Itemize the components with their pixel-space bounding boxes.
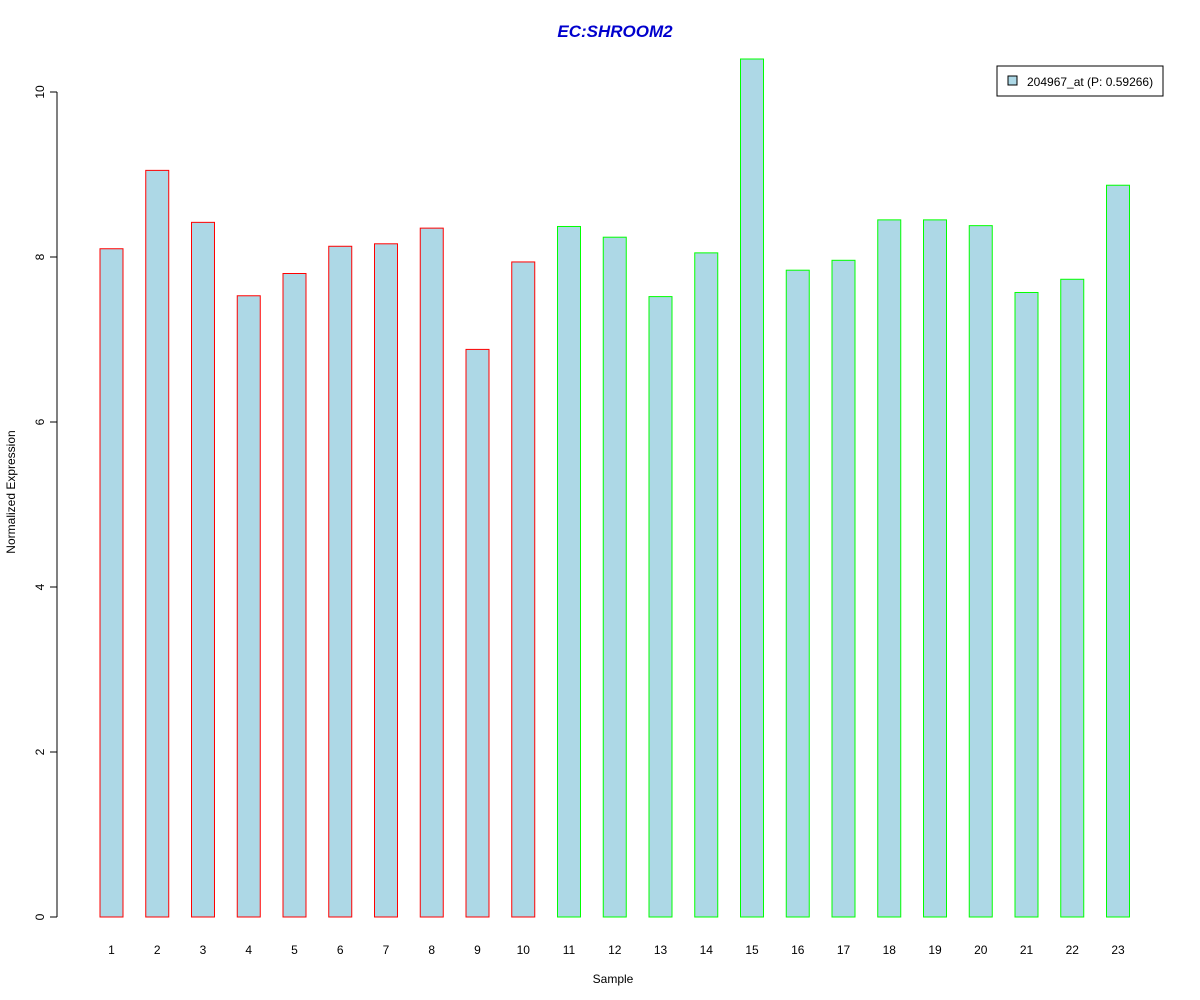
x-tick-label: 13 — [654, 943, 668, 957]
x-tick-label: 15 — [745, 943, 759, 957]
bar-sample-19 — [923, 219, 947, 918]
x-tick-label: 10 — [517, 943, 531, 957]
x-tick-label: 4 — [245, 943, 252, 957]
x-tick-label: 9 — [474, 943, 481, 957]
bar-sample-15 — [740, 58, 764, 918]
legend-swatch — [1007, 75, 1018, 86]
x-tick-label: 20 — [974, 943, 988, 957]
bar-sample-3 — [191, 221, 215, 918]
y-tick-label: 0 — [33, 913, 47, 920]
bar-sample-5 — [282, 273, 307, 918]
y-tick-label: 6 — [33, 418, 47, 425]
x-tick-labels: 1 2 3 4 5 6 7 8 9 10 11 12 13 14 15 16 17 18 19 20 21 22 23 — [108, 943, 1125, 957]
y-tick-label: 8 — [33, 253, 47, 260]
bar-sample-16 — [785, 269, 810, 918]
bar-sample-9 — [465, 348, 490, 918]
bar-sample-10 — [511, 261, 536, 918]
x-tick-label: 7 — [383, 943, 390, 957]
x-tick-label: 8 — [428, 943, 435, 957]
y-axis: 0 2 4 6 8 10 — [33, 85, 58, 920]
x-tick-label: 16 — [791, 943, 805, 957]
x-tick-label: 14 — [700, 943, 714, 957]
bar-sample-14 — [694, 252, 719, 918]
x-tick-label: 3 — [200, 943, 207, 957]
x-tick-label: 21 — [1020, 943, 1034, 957]
legend-label: 204967_at (P: 0.59266) — [1027, 75, 1153, 89]
y-tick-label: 2 — [33, 748, 47, 755]
bar-sample-12 — [602, 236, 627, 918]
bar-sample-21 — [1014, 291, 1039, 918]
x-tick-label: 19 — [928, 943, 942, 957]
x-tick-label: 6 — [337, 943, 344, 957]
y-tick-label: 10 — [33, 85, 47, 99]
bar-sample-6 — [328, 245, 353, 918]
y-axis-label: Normalized Expression — [4, 430, 18, 553]
x-tick-label: 1 — [108, 943, 115, 957]
bar-sample-2 — [145, 169, 170, 918]
bar-sample-23 — [1106, 184, 1130, 918]
legend-box — [996, 65, 1164, 97]
x-tick-label: 17 — [837, 943, 851, 957]
x-tick-label: 2 — [154, 943, 161, 957]
x-tick-label: 11 — [563, 943, 576, 957]
x-axis-label: Sample — [593, 972, 634, 986]
chart-title: EC:SHROOM2 — [557, 22, 673, 41]
y-tick-label: 4 — [33, 583, 47, 590]
bar-sample-18 — [877, 219, 902, 918]
bar-sample-11 — [557, 225, 581, 918]
x-tick-label: 12 — [608, 943, 622, 957]
bar-sample-13 — [648, 296, 673, 918]
bar-sample-1 — [99, 248, 124, 918]
bar-sample-20 — [968, 225, 993, 918]
bars-group — [99, 58, 1130, 918]
bar-sample-22 — [1060, 278, 1085, 918]
x-tick-label: 22 — [1066, 943, 1080, 957]
bar-sample-8 — [419, 227, 444, 918]
bar-sample-7 — [374, 243, 398, 918]
x-tick-label: 18 — [883, 943, 897, 957]
bar-sample-17 — [831, 259, 856, 918]
x-tick-label: 5 — [291, 943, 298, 957]
bar-sample-4 — [236, 295, 261, 918]
x-tick-label: 23 — [1111, 943, 1125, 957]
legend: 204967_at (P: 0.59266) — [996, 65, 1164, 97]
